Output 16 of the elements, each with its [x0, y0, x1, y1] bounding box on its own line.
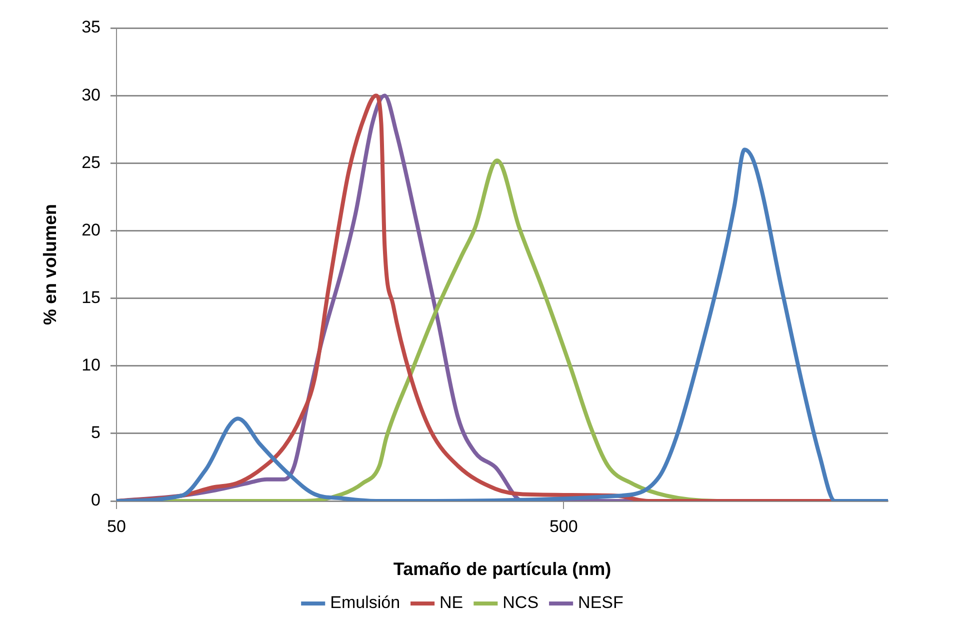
y-tick-label: 30 — [82, 85, 101, 104]
y-tick-label: 20 — [82, 220, 101, 240]
legend-label: NESF — [578, 593, 624, 612]
legend-label: Emulsión — [330, 593, 400, 612]
y-tick-label: 25 — [82, 152, 101, 172]
y-tick-label: 15 — [82, 288, 101, 307]
y-tick-label: 10 — [82, 356, 101, 375]
legend-label: NE — [440, 593, 464, 612]
y-tick-label: 0 — [91, 490, 101, 510]
x-tick-label: 500 — [549, 516, 578, 536]
y-tick-label: 5 — [91, 423, 101, 442]
x-tick-label: 50 — [107, 516, 126, 536]
y-tick-label: 35 — [82, 18, 101, 37]
x-axis-title: Tamaño de partícula (nm) — [393, 559, 612, 580]
legend-label: NCS — [502, 593, 539, 612]
y-axis-title: % en volumen — [40, 204, 60, 326]
